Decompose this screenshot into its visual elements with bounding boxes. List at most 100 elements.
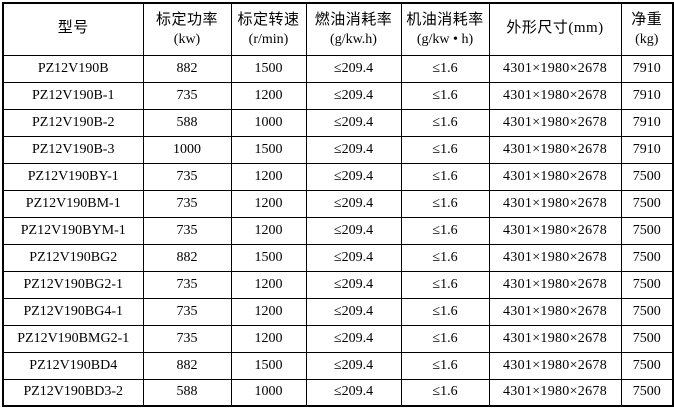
cell-net-weight: 7500 [620, 216, 674, 245]
table-row: PZ12V190B-1 735 1200 ≤209.4 ≤1.6 4301×1980×26… [2, 81, 674, 110]
cell-rated-power: 1000 [142, 135, 232, 164]
table-body: PZ12V190B 882 1500 ≤209.4 ≤1.6 4301×1980×2678… [2, 54, 674, 407]
cell-net-weight: 7500 [620, 324, 674, 353]
cell-fuel-consumption: ≤209.4 [305, 162, 402, 191]
cell-rated-power: 588 [142, 378, 232, 407]
table-row: PZ12V190B-3 1000 1500 ≤209.4 ≤1.6 4301×1980×2… [2, 135, 674, 164]
cell-net-weight: 7500 [620, 189, 674, 218]
cell-rated-speed: 1000 [230, 378, 307, 407]
cell-rated-speed: 1000 [230, 108, 307, 137]
cell-model: PZ12V190BY-1 [2, 162, 144, 191]
cell-fuel-consumption: ≤209.4 [305, 378, 402, 407]
cell-net-weight: 7910 [620, 135, 674, 164]
cell-oil-consumption: ≤1.6 [400, 54, 490, 83]
cell-dimensions: 4301×1980×2678 [488, 216, 622, 245]
cell-model: PZ12V190BG2-1 [2, 270, 144, 299]
cell-oil-consumption: ≤1.6 [400, 135, 490, 164]
col-header-oil-consumption-unit: (g/kw • h) [416, 32, 474, 48]
cell-rated-power: 588 [142, 108, 232, 137]
col-header-rated-power-unit: (kw) [173, 32, 201, 48]
cell-oil-consumption: ≤1.6 [400, 297, 490, 326]
cell-dimensions: 4301×1980×2678 [488, 324, 622, 353]
table-row: PZ12V190B 882 1500 ≤209.4 ≤1.6 4301×1980×2678… [2, 54, 674, 83]
cell-rated-speed: 1200 [230, 324, 307, 353]
col-header-fuel-consumption-label: 燃油消耗率 [314, 11, 393, 28]
cell-oil-consumption: ≤1.6 [400, 108, 490, 137]
cell-net-weight: 7500 [620, 162, 674, 191]
table-row: PZ12V190BM-1 735 1200 ≤209.4 ≤1.6 4301×1980×2… [2, 189, 674, 218]
cell-rated-speed: 1200 [230, 216, 307, 245]
col-header-fuel-consumption-unit: (g/kw.h) [330, 32, 377, 48]
cell-dimensions: 4301×1980×2678 [488, 135, 622, 164]
cell-rated-speed: 1200 [230, 270, 307, 299]
table-row: PZ12V190B-2 588 1000 ≤209.4 ≤1.6 4301×1980×26… [2, 108, 674, 137]
cell-model: PZ12V190B-2 [2, 108, 144, 137]
cell-model: PZ12V190BYM-1 [2, 216, 144, 245]
cell-rated-power: 735 [142, 189, 232, 218]
cell-rated-speed: 1200 [230, 81, 307, 110]
cell-rated-speed: 1500 [230, 135, 307, 164]
table-row: PZ12V190BMG2-1 735 1200 ≤209.4 ≤1.6 4301×1980… [2, 324, 674, 353]
cell-dimensions: 4301×1980×2678 [488, 378, 622, 407]
cell-fuel-consumption: ≤209.4 [305, 81, 402, 110]
cell-oil-consumption: ≤1.6 [400, 270, 490, 299]
cell-dimensions: 4301×1980×2678 [488, 351, 622, 380]
cell-model: PZ12V190BD3-2 [2, 378, 144, 407]
cell-fuel-consumption: ≤209.4 [305, 216, 402, 245]
cell-model: PZ12V190BMG2-1 [2, 324, 144, 353]
col-header-oil-consumption: 机油消耗率 (g/kw • h) [400, 2, 490, 56]
cell-rated-speed: 1500 [230, 54, 307, 83]
cell-model: PZ12V190B-1 [2, 81, 144, 110]
cell-oil-consumption: ≤1.6 [400, 351, 490, 380]
cell-dimensions: 4301×1980×2678 [488, 297, 622, 326]
cell-fuel-consumption: ≤209.4 [305, 270, 402, 299]
cell-dimensions: 4301×1980×2678 [488, 54, 622, 83]
cell-rated-power: 882 [142, 351, 232, 380]
cell-oil-consumption: ≤1.6 [400, 324, 490, 353]
col-header-rated-power-label: 标定功率 [155, 11, 218, 28]
cell-net-weight: 7500 [620, 378, 674, 407]
cell-fuel-consumption: ≤209.4 [305, 243, 402, 272]
cell-rated-power: 735 [142, 162, 232, 191]
cell-dimensions: 4301×1980×2678 [488, 108, 622, 137]
cell-model: PZ12V190BM-1 [2, 189, 144, 218]
col-header-dimensions: 外形尺寸(mm) [488, 2, 622, 56]
col-header-net-weight: 净重 (kg) [620, 2, 674, 56]
cell-fuel-consumption: ≤209.4 [305, 189, 402, 218]
col-header-model-label: 型号 [57, 20, 89, 37]
cell-net-weight: 7910 [620, 54, 674, 83]
cell-dimensions: 4301×1980×2678 [488, 189, 622, 218]
cell-dimensions: 4301×1980×2678 [488, 270, 622, 299]
col-header-net-weight-label: 净重 [631, 11, 663, 28]
cell-dimensions: 4301×1980×2678 [488, 243, 622, 272]
col-header-rated-power: 标定功率 (kw) [142, 2, 232, 56]
cell-model: PZ12V190B [2, 54, 144, 83]
cell-rated-speed: 1500 [230, 243, 307, 272]
col-header-fuel-consumption: 燃油消耗率 (g/kw.h) [305, 2, 402, 56]
cell-model: PZ12V190BD4 [2, 351, 144, 380]
cell-oil-consumption: ≤1.6 [400, 189, 490, 218]
cell-rated-speed: 1500 [230, 351, 307, 380]
cell-fuel-consumption: ≤209.4 [305, 108, 402, 137]
table-row: PZ12V190BG2 882 1500 ≤209.4 ≤1.6 4301×1980×26… [2, 243, 674, 272]
table-row: PZ12V190BG4-1 735 1200 ≤209.4 ≤1.6 4301×1980×… [2, 297, 674, 326]
cell-rated-power: 735 [142, 81, 232, 110]
cell-net-weight: 7500 [620, 243, 674, 272]
col-header-model: 型号 [2, 2, 144, 56]
cell-fuel-consumption: ≤209.4 [305, 297, 402, 326]
cell-rated-power: 735 [142, 324, 232, 353]
cell-model: PZ12V190BG4-1 [2, 297, 144, 326]
col-header-net-weight-unit: (kg) [635, 32, 659, 48]
table-row: PZ12V190BYM-1 735 1200 ≤209.4 ≤1.6 4301×1980×… [2, 216, 674, 245]
cell-dimensions: 4301×1980×2678 [488, 162, 622, 191]
cell-rated-power: 735 [142, 270, 232, 299]
cell-net-weight: 7500 [620, 297, 674, 326]
table-row: PZ12V190BD3-2 588 1000 ≤209.4 ≤1.6 4301×1980×… [2, 378, 674, 407]
cell-rated-speed: 1200 [230, 189, 307, 218]
table-row: PZ12V190BG2-1 735 1200 ≤209.4 ≤1.6 4301×1980×… [2, 270, 674, 299]
cell-dimensions: 4301×1980×2678 [488, 81, 622, 110]
col-header-rated-speed-unit: (r/min) [248, 32, 289, 48]
cell-net-weight: 7500 [620, 270, 674, 299]
cell-rated-power: 882 [142, 243, 232, 272]
